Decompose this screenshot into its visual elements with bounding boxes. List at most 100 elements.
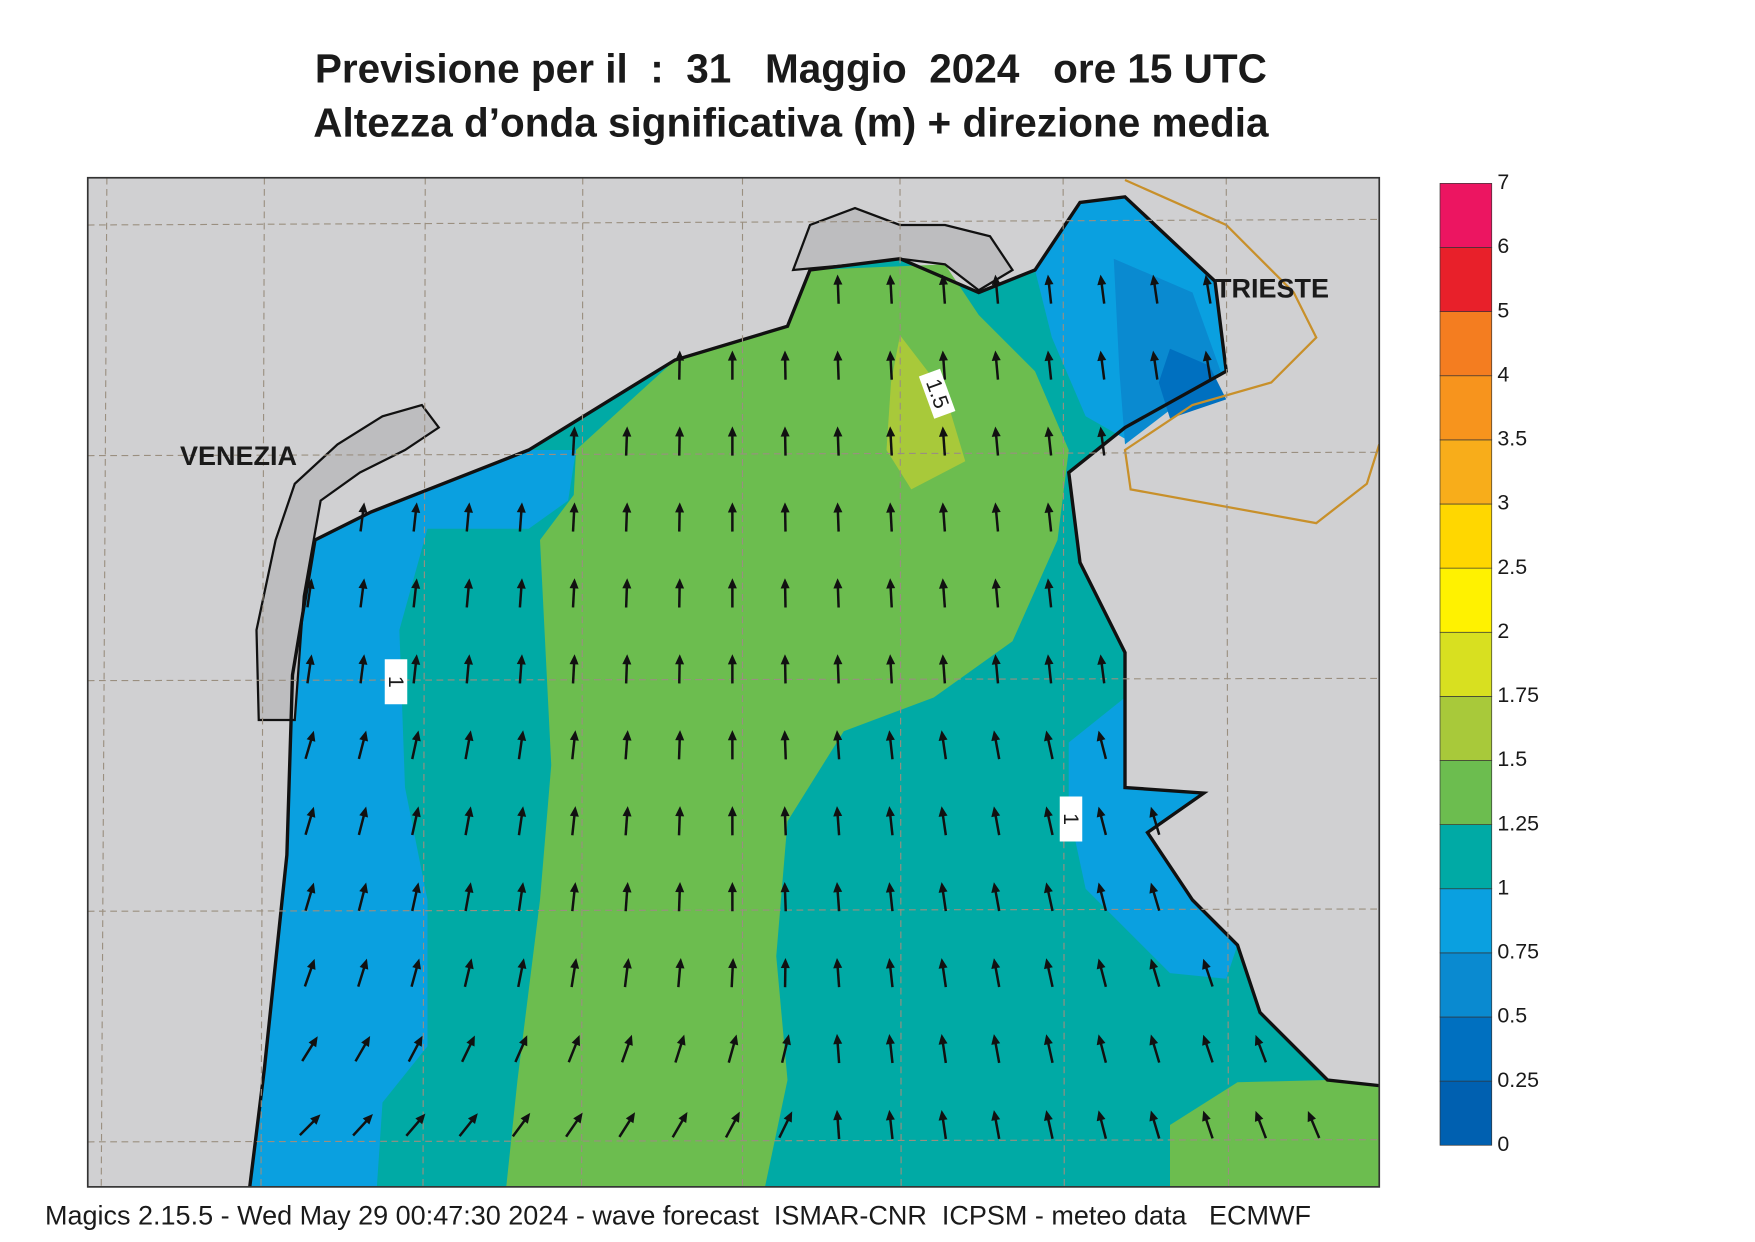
arrow: [1307, 1111, 1321, 1139]
arrow: [1044, 806, 1054, 836]
arrow: [1202, 958, 1214, 987]
arrow-head: [411, 882, 421, 894]
arrow: [410, 958, 421, 988]
arrow-head: [938, 654, 948, 665]
arrow: [1096, 1110, 1108, 1139]
arrow-head: [624, 1034, 633, 1046]
arrow-head: [833, 1033, 843, 1045]
label-box: [918, 368, 956, 419]
arrow-head: [622, 426, 632, 437]
arrow: [516, 502, 526, 532]
arrow: [780, 806, 790, 836]
colorbar-band: [1439, 824, 1493, 890]
arrow: [464, 654, 473, 684]
arrow-head: [1202, 1110, 1211, 1122]
arrow: [352, 1113, 373, 1137]
colorbar-band: [1439, 696, 1493, 761]
arrow-head: [1096, 1110, 1106, 1122]
arrow-head: [517, 806, 527, 817]
arrow: [833, 426, 843, 456]
arrow-head: [467, 1113, 478, 1124]
colorbar-tick-label: 0.5: [1497, 1004, 1527, 1028]
arrow-head: [885, 1033, 895, 1045]
arrow-head: [780, 882, 790, 893]
arrow-head: [938, 1109, 948, 1121]
colorbar-tick-label: 1.5: [1497, 747, 1527, 771]
arrow: [727, 578, 737, 608]
arrow: [675, 730, 685, 760]
arrow: [1044, 958, 1054, 988]
arrow: [991, 274, 1001, 304]
arrow-head: [780, 654, 790, 665]
arrow-head: [1202, 1034, 1211, 1046]
arrow-head: [727, 654, 737, 665]
arrow: [357, 882, 369, 912]
arrow-head: [1044, 958, 1053, 970]
arrow: [885, 1109, 895, 1140]
arrow: [460, 1035, 475, 1063]
arrow: [727, 426, 737, 456]
arrow-head: [570, 958, 580, 969]
band-0.75-1: [249, 450, 576, 1187]
arrow-head: [569, 654, 579, 665]
arrow: [1044, 502, 1054, 532]
arrow-head: [1097, 426, 1107, 438]
arrow-head: [1149, 806, 1159, 818]
arrow-head: [464, 882, 474, 894]
arrow: [833, 274, 843, 304]
arrow: [1202, 350, 1212, 380]
arrow-head: [1044, 654, 1054, 665]
arrow: [991, 730, 1001, 760]
arrow: [833, 1033, 843, 1064]
arrow-head: [306, 958, 316, 970]
arrow: [885, 1033, 895, 1064]
arrow: [886, 654, 896, 684]
arrow: [304, 730, 316, 760]
arrow-head: [415, 1113, 426, 1125]
arrow: [622, 806, 632, 836]
arrow: [1150, 350, 1160, 380]
arrow: [991, 350, 1001, 380]
arrow-head: [625, 1112, 636, 1124]
arrow-head: [1044, 730, 1053, 742]
arrow-head: [938, 350, 948, 361]
colorbar-tick-label: 2.5: [1497, 555, 1527, 579]
arrow: [780, 426, 790, 456]
arrow-head: [938, 730, 948, 741]
arrow-head: [780, 806, 790, 817]
arrow-head: [1044, 426, 1054, 438]
arrow-head: [306, 882, 316, 894]
arrow: [833, 578, 843, 608]
arrow-head: [1096, 730, 1106, 742]
colorbar-tick-label: 0.25: [1497, 1068, 1539, 1092]
arrow-head: [308, 1036, 318, 1048]
colorbar-tick-label: 1.25: [1497, 811, 1539, 835]
arrow-head: [727, 426, 737, 437]
arrow: [671, 1111, 688, 1138]
arrow-head: [833, 502, 843, 513]
arrow-head: [991, 274, 1001, 286]
arrow: [407, 1035, 423, 1063]
colorbar: 0 0.25 0.5 0.75 1 1.25 1.5 1.75 2 2.5 3 3.5 4 5 6 7: [1439, 170, 1539, 1156]
arrow: [358, 502, 368, 532]
arrow-head: [780, 578, 790, 589]
arrow-head: [411, 502, 421, 513]
arrow-head: [991, 502, 1001, 513]
arrow: [780, 578, 790, 608]
arrow-head: [569, 578, 579, 589]
arrow-head: [991, 806, 1001, 818]
arrow: [411, 654, 421, 684]
arrow-head: [885, 1109, 895, 1121]
arrow-head: [938, 274, 948, 285]
arrow: [1202, 1110, 1214, 1139]
footer: Magics 2.15.5 - Wed May 29 00:47:30 2024…: [45, 1200, 1311, 1230]
arrow-head: [675, 882, 685, 893]
arrow: [1044, 426, 1054, 456]
arrow-head: [783, 1111, 793, 1123]
arrow-head: [1044, 1034, 1053, 1046]
arrow-head: [622, 958, 632, 969]
arrow-head: [1149, 958, 1159, 970]
arrow-head: [833, 882, 843, 893]
arrow-head: [519, 1035, 528, 1047]
